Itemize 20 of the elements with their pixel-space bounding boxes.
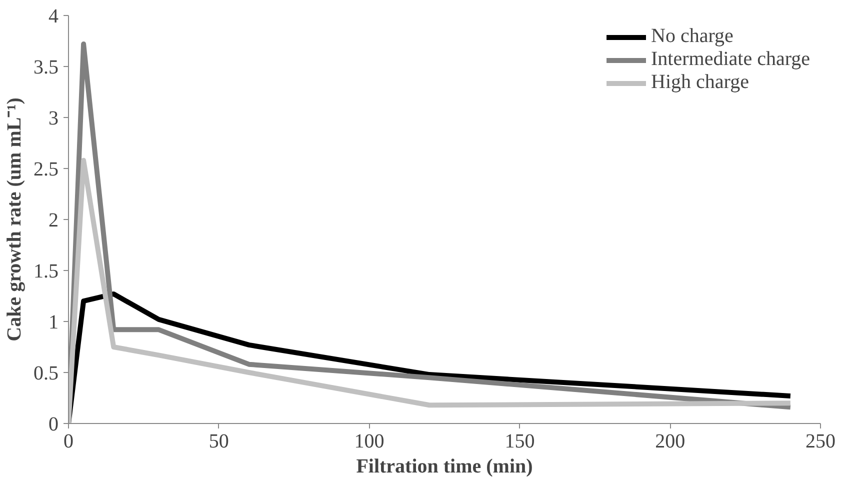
legend-label: No charge xyxy=(651,25,734,48)
legend-label: Intermediate charge xyxy=(651,48,810,71)
y-tick-label: 3.5 xyxy=(34,56,58,78)
y-tick-label: 1 xyxy=(48,312,58,334)
x-tick-label: 100 xyxy=(354,430,384,452)
y-tick-label: 0.5 xyxy=(34,362,58,384)
legend-label: High charge xyxy=(651,71,749,94)
y-tick-label: 4 xyxy=(48,6,58,28)
x-tick-label: 0 xyxy=(64,430,74,452)
x-tick-label: 50 xyxy=(208,430,229,452)
y-tick-label: 3 xyxy=(48,108,58,130)
y-axis-title: Cake growth rate (um mL⁻¹) xyxy=(4,98,26,342)
y-tick-label: 0 xyxy=(48,414,58,436)
y-tick-label: 1.5 xyxy=(34,260,58,282)
x-tick-label: 250 xyxy=(806,430,836,452)
y-tick-label: 2 xyxy=(48,210,58,232)
y-tick-label: 2.5 xyxy=(34,158,58,180)
x-tick-label: 150 xyxy=(504,430,535,452)
x-axis-title: Filtration time (min) xyxy=(356,456,533,478)
x-tick-label: 200 xyxy=(655,430,686,452)
